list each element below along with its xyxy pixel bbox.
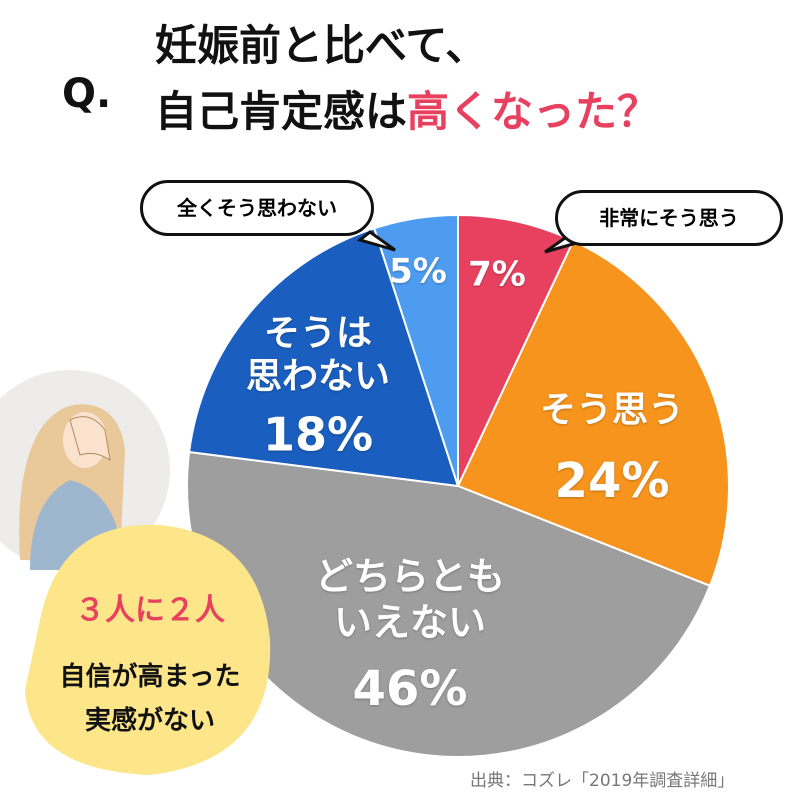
slice-percent: 24% bbox=[554, 453, 670, 510]
source: 出典：コズレ「2019年調査詳細」 bbox=[470, 771, 735, 791]
pie-slice bbox=[372, 213, 459, 487]
speech-bubble: 全くそう思わない bbox=[140, 180, 374, 236]
bubble-tail bbox=[356, 230, 396, 252]
pie-slice bbox=[456, 239, 730, 588]
title-line: 自己肯定感は高くなった？ bbox=[155, 84, 659, 140]
slice-name: そうは 思わない bbox=[245, 312, 391, 397]
title-highlight: 高くなった？ bbox=[407, 87, 660, 136]
slice-name: どちらとも いえない bbox=[314, 554, 506, 644]
speech-bubble: 非常にそう思う bbox=[555, 190, 783, 246]
pie-slice bbox=[188, 227, 460, 488]
slice-percent: 18% bbox=[262, 407, 374, 462]
title-line: 妊娠前と比べて、 bbox=[155, 21, 488, 70]
slice-percent: 7% bbox=[468, 254, 526, 295]
slice-percent: 46% bbox=[352, 661, 468, 718]
slice-percent: 5% bbox=[389, 251, 447, 292]
slice-name: そう思う bbox=[539, 389, 685, 431]
callout-text: 自信が高まった 実感がない bbox=[59, 662, 241, 736]
callout-blob bbox=[25, 524, 271, 775]
title-text: 自己肯定感は bbox=[155, 87, 408, 136]
callout-headline: ３人に２人 bbox=[75, 593, 225, 628]
pie bbox=[186, 213, 730, 758]
q-mark: Q. bbox=[62, 71, 112, 117]
